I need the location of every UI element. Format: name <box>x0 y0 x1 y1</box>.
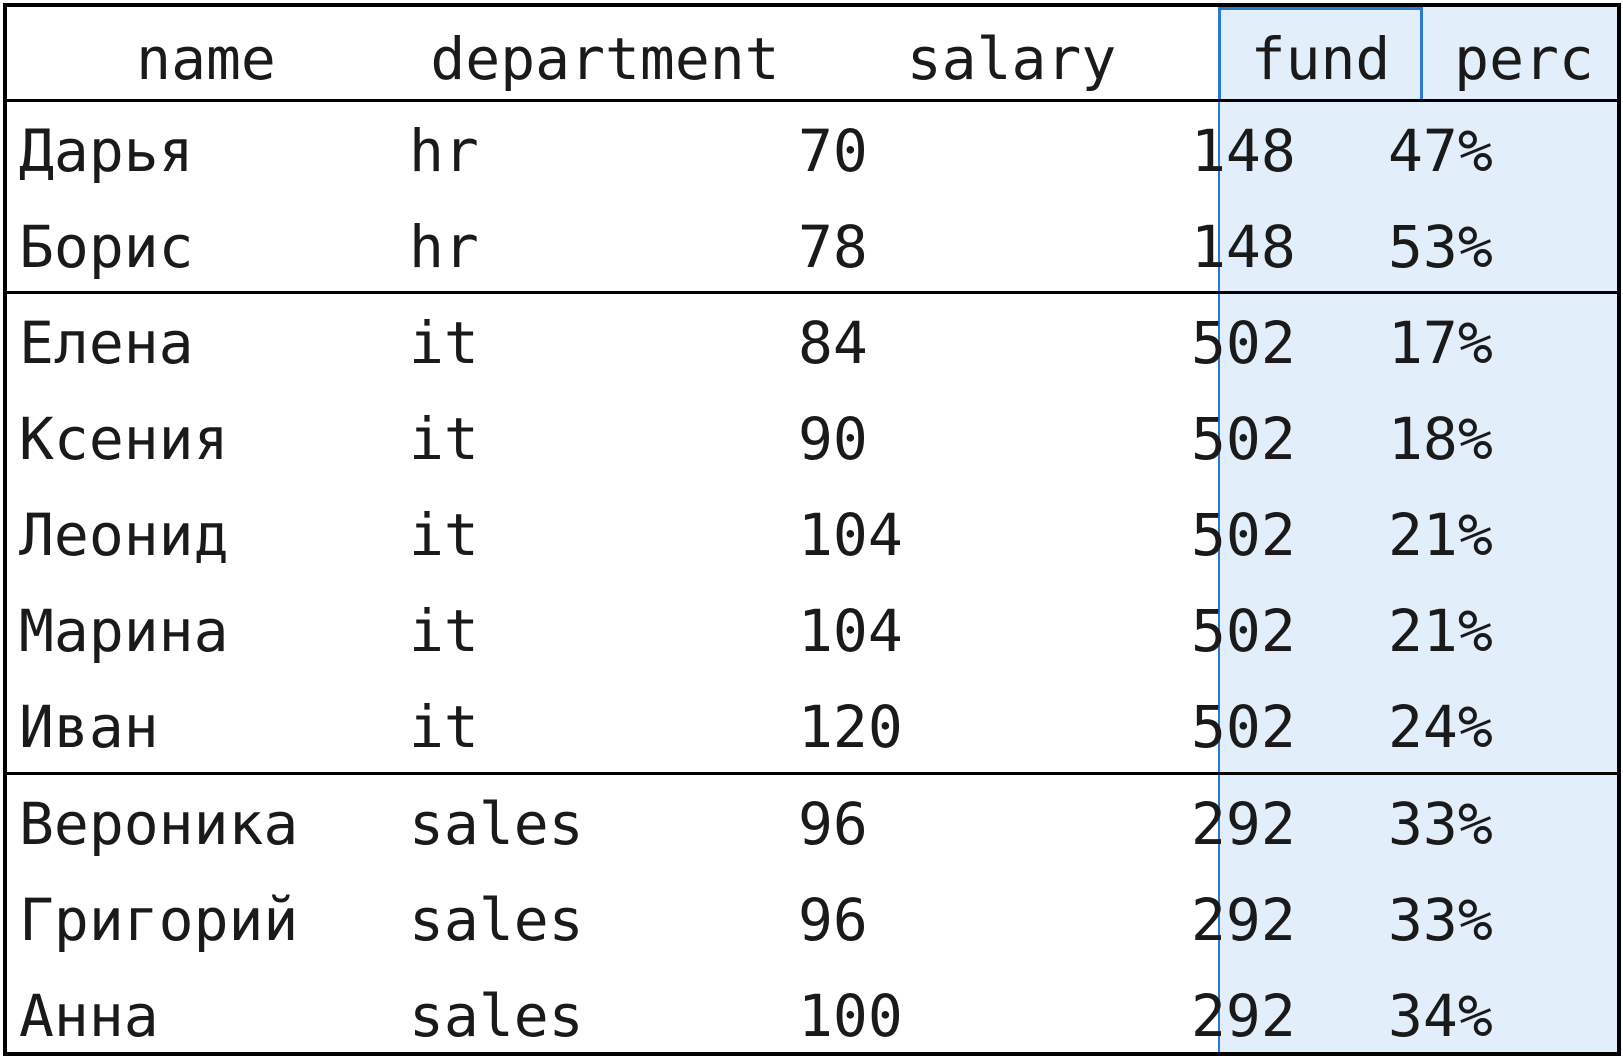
table-cell-perc[interactable]: 18% <box>1388 405 1493 473</box>
table-cell-department[interactable]: sales <box>409 790 584 858</box>
table-cell-salary[interactable]: 96 <box>798 790 868 858</box>
table-cell-perc[interactable]: 47% <box>1388 117 1493 185</box>
table-cell-department[interactable]: sales <box>409 886 584 954</box>
table-cell-salary[interactable]: 96 <box>798 886 868 954</box>
table-cell-fund[interactable]: 292 <box>1191 790 1296 858</box>
table-cell-perc[interactable]: 24% <box>1388 693 1493 761</box>
table-cell-fund[interactable]: 292 <box>1191 886 1296 954</box>
table-cell-salary[interactable]: 90 <box>798 405 868 473</box>
group-divider-hr-it <box>7 291 1617 294</box>
table-cell-name[interactable]: Леонид <box>19 501 229 569</box>
column-header-name[interactable]: name <box>136 25 276 93</box>
column-header-department[interactable]: department <box>430 25 780 93</box>
table-cell-name[interactable]: Вероника <box>19 790 299 858</box>
table-cell-fund[interactable]: 502 <box>1191 501 1296 569</box>
table-cell-perc[interactable]: 21% <box>1388 501 1493 569</box>
table-cell-perc[interactable]: 34% <box>1388 982 1493 1050</box>
table-cell-fund[interactable]: 148 <box>1191 117 1296 185</box>
table-cell-salary[interactable]: 84 <box>798 309 868 377</box>
table-cell-department[interactable]: it <box>409 501 479 569</box>
header-divider <box>7 99 1617 102</box>
table-cell-salary[interactable]: 104 <box>798 501 903 569</box>
table-cell-perc[interactable]: 33% <box>1388 886 1493 954</box>
table-cell-salary[interactable]: 78 <box>798 213 868 281</box>
table-cell-name[interactable]: Марина <box>19 597 229 665</box>
table-cell-department[interactable]: hr <box>409 213 479 281</box>
group-divider-it-sales <box>7 772 1617 775</box>
selected-columns-highlight <box>1218 7 1617 1052</box>
table-cell-fund[interactable]: 502 <box>1191 405 1296 473</box>
column-header-perc[interactable]: perc <box>1454 25 1594 93</box>
selected-header-cell-fund[interactable] <box>1218 7 1423 102</box>
table-cell-department[interactable]: it <box>409 597 479 665</box>
column-header-fund[interactable]: fund <box>1250 25 1391 93</box>
table-cell-name[interactable]: Ксения <box>19 405 229 473</box>
data-table: name department salary fund perc Дарья hr… <box>3 3 1621 1056</box>
table-cell-department[interactable]: hr <box>409 117 479 185</box>
table-cell-fund[interactable]: 148 <box>1191 213 1296 281</box>
table-cell-fund[interactable]: 502 <box>1191 309 1296 377</box>
table-cell-perc[interactable]: 17% <box>1388 309 1493 377</box>
table-cell-name[interactable]: Григорий <box>19 886 299 954</box>
table-cell-perc[interactable]: 33% <box>1388 790 1493 858</box>
table-cell-salary[interactable]: 104 <box>798 597 903 665</box>
table-cell-perc[interactable]: 53% <box>1388 213 1493 281</box>
table-cell-fund[interactable]: 502 <box>1191 597 1296 665</box>
table-cell-name[interactable]: Иван <box>19 693 159 761</box>
table-cell-name[interactable]: Дарья <box>19 117 194 185</box>
table-cell-salary[interactable]: 70 <box>798 117 868 185</box>
table-cell-name[interactable]: Елена <box>19 309 194 377</box>
table-cell-department[interactable]: sales <box>409 982 584 1050</box>
table-cell-name[interactable]: Борис <box>19 213 194 281</box>
table-cell-department[interactable]: it <box>409 693 479 761</box>
table-cell-fund[interactable]: 292 <box>1191 982 1296 1050</box>
table-cell-name[interactable]: Анна <box>19 982 159 1050</box>
table-cell-department[interactable]: it <box>409 309 479 377</box>
table-cell-salary[interactable]: 120 <box>798 693 903 761</box>
column-header-salary[interactable]: salary <box>906 25 1117 93</box>
table-cell-salary[interactable]: 100 <box>798 982 903 1050</box>
table-cell-fund[interactable]: 502 <box>1191 693 1296 761</box>
table-cell-department[interactable]: it <box>409 405 479 473</box>
table-cell-perc[interactable]: 21% <box>1388 597 1493 665</box>
